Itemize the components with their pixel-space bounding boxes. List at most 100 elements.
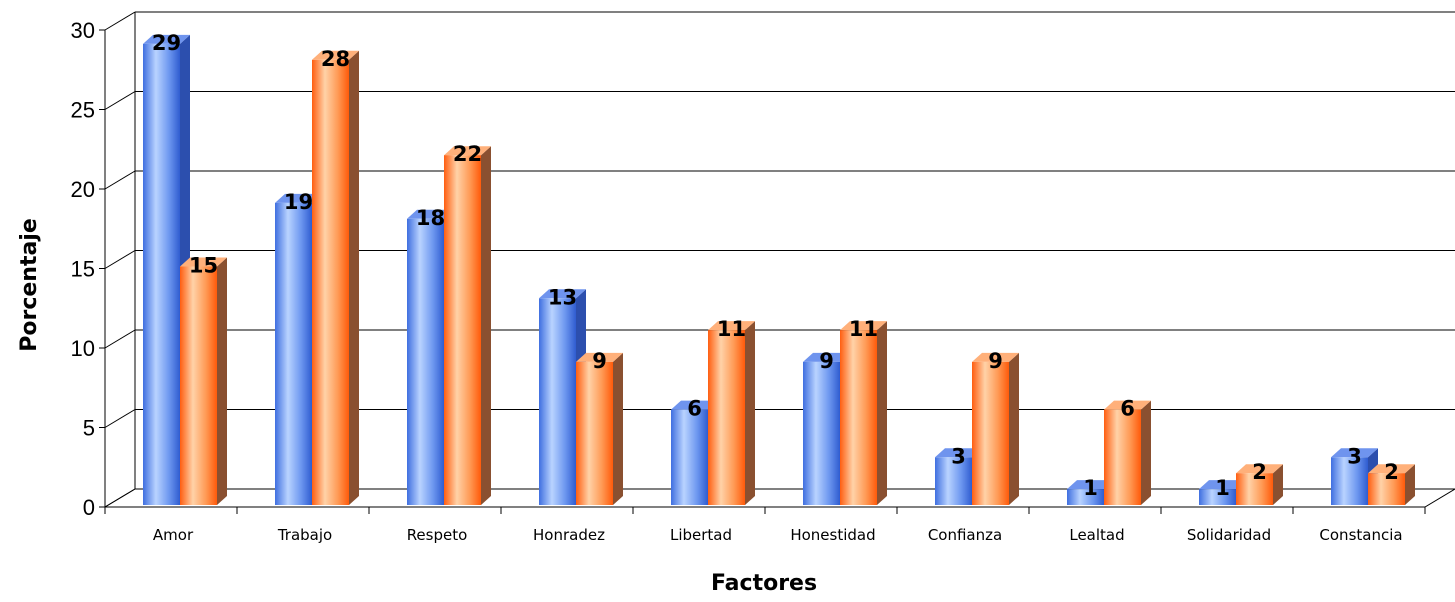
- data-label: 3: [1347, 444, 1362, 468]
- x-category-label: Respeto: [407, 526, 468, 544]
- bar: [444, 146, 491, 505]
- bar-top: [444, 146, 491, 156]
- bar-top: [972, 352, 1019, 362]
- gridline-side: [104, 11, 136, 31]
- bar: [972, 352, 1019, 505]
- bar: [1368, 464, 1415, 505]
- data-label: 9: [988, 349, 1003, 373]
- bar: [1104, 400, 1151, 505]
- data-label: 11: [717, 317, 746, 341]
- bar-side: [1009, 352, 1019, 505]
- bar-top: [803, 352, 850, 362]
- y-tick-label: 20: [71, 177, 95, 202]
- x-category-label: Libertad: [670, 526, 732, 544]
- gridline-side: [104, 170, 136, 190]
- bar-top: [1236, 464, 1283, 474]
- bar-top: [407, 209, 454, 219]
- y-tick-label: 5: [83, 416, 95, 441]
- bar-top: [1331, 448, 1378, 458]
- data-label: 9: [592, 349, 607, 373]
- x-axis: Amor Trabajo Respeto Honradez Libertad Honest…: [104, 507, 1426, 544]
- bar-front: [1236, 473, 1273, 505]
- data-label: 18: [416, 206, 445, 230]
- data-label: 1: [1083, 476, 1098, 500]
- y-tick-label: 15: [71, 257, 95, 282]
- bar-top: [840, 321, 887, 331]
- bar-top: [143, 34, 190, 44]
- data-label: 2: [1252, 460, 1267, 484]
- bar-front: [840, 330, 877, 505]
- bar-front: [1331, 457, 1368, 505]
- x-category-label: Solidaridad: [1187, 526, 1271, 544]
- data-label: 1: [1215, 476, 1230, 500]
- bar-front: [539, 298, 576, 505]
- bar: [312, 50, 359, 506]
- bar-side: [1405, 464, 1415, 505]
- x-category-label: Amor: [153, 526, 194, 544]
- bar-front: [312, 59, 349, 506]
- data-label: 3: [951, 444, 966, 468]
- bar-front: [143, 43, 180, 506]
- bar: [1236, 464, 1283, 505]
- bar-front: [1104, 409, 1141, 505]
- gridline-side: [104, 250, 136, 269]
- bar-top: [1104, 400, 1151, 410]
- bar-front: [180, 266, 217, 505]
- bar-top: [708, 321, 755, 331]
- data-label: 9: [819, 349, 834, 373]
- bar-front: [1368, 473, 1405, 505]
- bar-side: [1273, 464, 1283, 505]
- y-axis-title: Porcentaje: [17, 218, 42, 352]
- bar-front: [444, 155, 481, 505]
- x-category-label: Lealtad: [1069, 526, 1124, 544]
- bar-side: [349, 50, 359, 506]
- bar-top: [1067, 480, 1114, 490]
- data-label: 19: [284, 190, 313, 214]
- y-axis: 0 5 10 15 20 25 30: [71, 18, 105, 520]
- bar-side: [481, 146, 491, 505]
- y-tick-label: 10: [71, 336, 95, 361]
- gridline-side: [104, 91, 136, 110]
- gridline-side: [104, 409, 136, 428]
- bar-top: [312, 50, 359, 60]
- data-label: 6: [1120, 397, 1135, 421]
- data-label: 22: [453, 142, 482, 166]
- bar-top: [180, 257, 227, 267]
- bar: [180, 257, 227, 505]
- data-label: 29: [152, 31, 181, 55]
- x-category-label: Honestidad: [790, 526, 875, 544]
- bar-side: [1141, 400, 1151, 505]
- bar-top: [671, 400, 718, 410]
- bar-top: [275, 193, 322, 203]
- bar-front: [576, 361, 613, 505]
- bar: [840, 321, 887, 505]
- x-category-label: Constancia: [1319, 526, 1402, 544]
- data-label: 28: [321, 47, 350, 71]
- gridline-side: [104, 488, 136, 508]
- bar-front: [708, 330, 745, 505]
- bar: [708, 321, 755, 505]
- bar-top: [539, 289, 586, 299]
- bar-front: [935, 457, 972, 505]
- data-label: 2: [1384, 460, 1399, 484]
- bar-top: [576, 352, 623, 362]
- bar-front: [275, 202, 312, 505]
- bar-top: [1368, 464, 1415, 474]
- bars: [143, 34, 1415, 506]
- bar-front: [803, 361, 840, 505]
- data-label: 11: [849, 317, 878, 341]
- x-category-label: Honradez: [533, 526, 605, 544]
- bar-side: [613, 352, 623, 505]
- x-axis-title: Factores: [711, 571, 817, 596]
- y-tick-label: 25: [71, 98, 95, 123]
- y-tick-label: 0: [83, 495, 95, 520]
- data-label: 6: [687, 397, 702, 421]
- bar-front: [671, 409, 708, 505]
- bar-side: [745, 321, 755, 505]
- x-category-label: Confianza: [928, 526, 1002, 544]
- bar-front: [972, 361, 1009, 505]
- bar-front: [1067, 489, 1104, 505]
- data-label: 15: [189, 254, 218, 278]
- gridline-side: [104, 329, 136, 349]
